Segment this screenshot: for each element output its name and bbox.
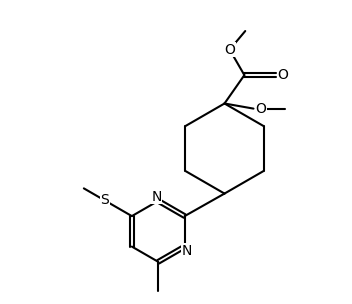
Text: O: O [278,68,289,82]
Text: O: O [256,102,266,116]
Text: S: S [100,193,109,207]
Text: O: O [224,43,235,57]
Text: N: N [151,190,162,204]
Text: N: N [181,244,191,258]
